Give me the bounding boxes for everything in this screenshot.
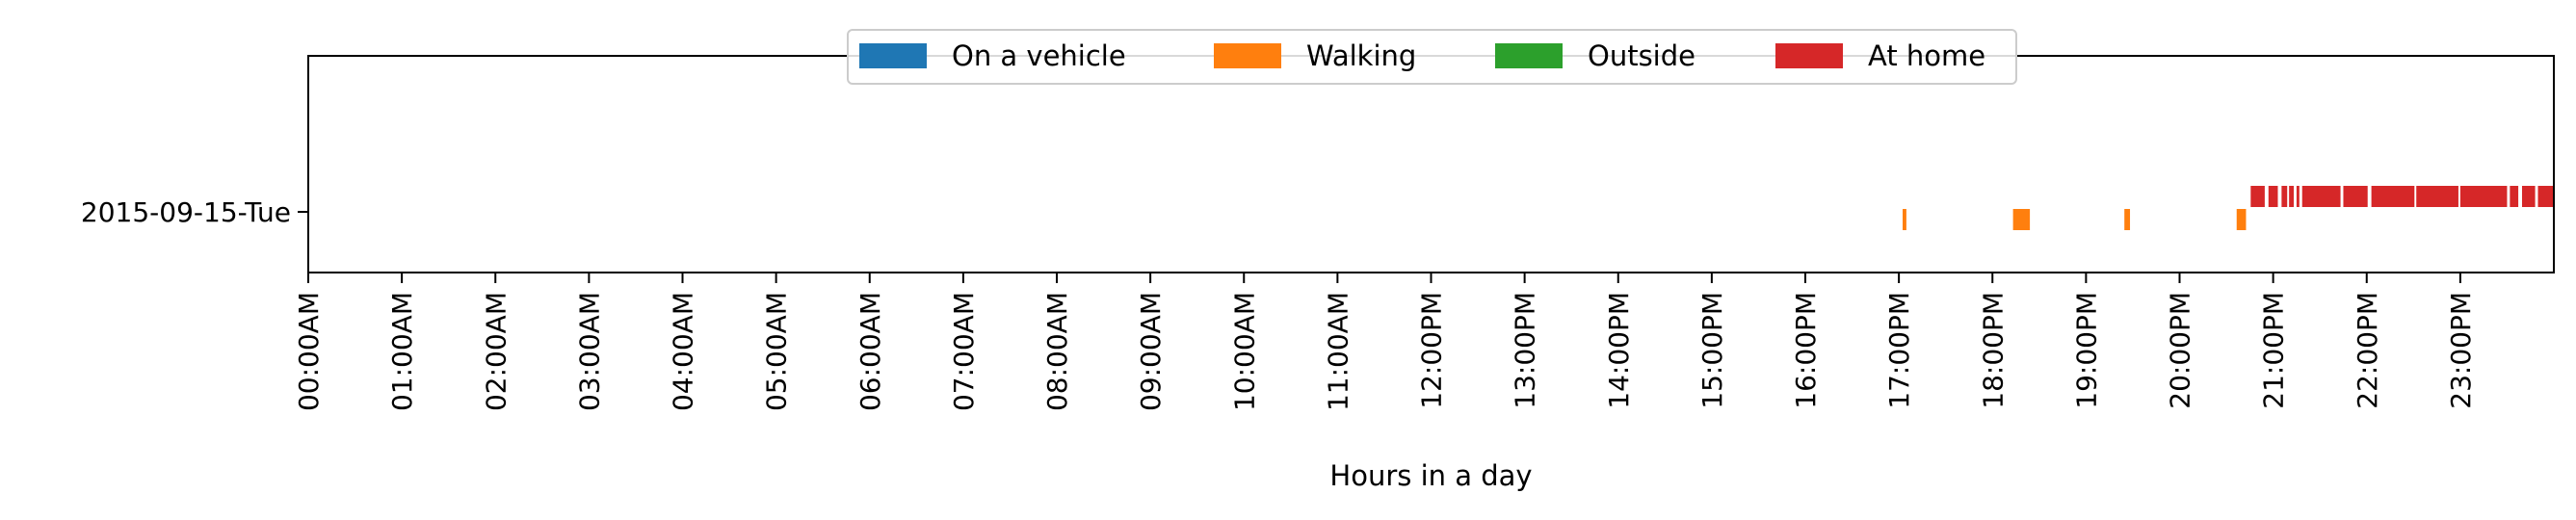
x-tick-label-5: 05:00AM [761, 292, 793, 411]
interval-bar-walking-2 [2124, 209, 2131, 230]
x-tick-label-4: 04:00AM [668, 292, 699, 411]
interval-bar-walking-1 [2012, 209, 2031, 230]
x-tick-label-11: 11:00AM [1322, 292, 1354, 411]
x-tick-label-3: 03:00AM [573, 292, 605, 411]
interval-bar-at-home-12 [2537, 186, 2554, 207]
y-tick-label-0: 2015-09-15-Tue [81, 196, 291, 228]
x-tick-label-10: 10:00AM [1228, 292, 1260, 411]
x-tick-label-6: 06:00AM [854, 292, 886, 411]
legend-swatch-on-a-vehicle [859, 43, 927, 68]
x-tick-label-8: 08:00AM [1041, 292, 1073, 411]
legend-swatch-walking [1214, 43, 1281, 68]
legend-box [847, 29, 2017, 85]
interval-bar-at-home-10 [2510, 186, 2519, 207]
x-tick-label-12: 12:00PM [1416, 292, 1448, 409]
x-axis-label: Hours in a day [1329, 459, 1532, 492]
activity-bars [1903, 186, 2554, 230]
interval-bar-at-home-1 [2268, 186, 2278, 207]
legend-swatch-at-home [1775, 43, 1843, 68]
legend-label-outside: Outside [1588, 39, 1695, 72]
interval-bar-at-home-4 [2296, 186, 2300, 207]
interval-bar-at-home-0 [2250, 186, 2265, 207]
x-tick-label-19: 19:00PM [2070, 292, 2102, 409]
interval-bar-at-home-9 [2459, 186, 2508, 207]
legend-label-walking: Walking [1306, 39, 1416, 72]
interval-bar-at-home-3 [2289, 186, 2294, 207]
x-tick-label-2: 02:00AM [480, 292, 512, 411]
x-tick-label-17: 17:00PM [1883, 292, 1915, 409]
x-axis-ticks: 00:00AM 01:00AM 02:00AM 03:00AM 04:00AM 05:00… [293, 273, 2477, 411]
axes-frame [307, 55, 2555, 273]
x-tick-label-20: 20:00PM [2165, 292, 2196, 409]
interval-bar-walking-0 [1903, 209, 1906, 230]
x-tick-label-16: 16:00PM [1790, 292, 1822, 409]
x-tick-label-13: 13:00PM [1510, 292, 1541, 409]
interval-bar-at-home-2 [2281, 186, 2288, 207]
x-tick-label-22: 22:00PM [2352, 292, 2383, 409]
x-tick-label-15: 15:00PM [1696, 292, 1728, 409]
legend-label-at-home: At home [1868, 39, 1985, 72]
x-tick-label-14: 14:00PM [1603, 292, 1635, 409]
legend-swatch-outside [1495, 43, 1563, 68]
interval-bar-at-home-6 [2343, 186, 2368, 207]
legend-label-on-a-vehicle: On a vehicle [952, 39, 1126, 72]
interval-bar-walking-3 [2236, 209, 2247, 230]
x-tick-label-7: 07:00AM [948, 292, 980, 411]
x-tick-label-9: 09:00AM [1135, 292, 1167, 411]
interval-bar-at-home-5 [2301, 186, 2341, 207]
x-tick-label-1: 01:00AM [386, 292, 418, 411]
x-tick-label-23: 23:00PM [2445, 292, 2477, 409]
x-tick-label-21: 21:00PM [2258, 292, 2290, 409]
interval-bar-at-home-7 [2371, 186, 2415, 207]
y-axis-ticks: 2015-09-15-Tue [81, 196, 308, 228]
interval-bar-at-home-8 [2416, 186, 2458, 207]
legend: On a vehicle Walking Outside At home [847, 29, 2017, 85]
interval-bar-at-home-11 [2521, 186, 2536, 207]
x-tick-label-18: 18:00PM [1977, 292, 2009, 409]
x-tick-label-0: 00:00AM [293, 292, 325, 411]
